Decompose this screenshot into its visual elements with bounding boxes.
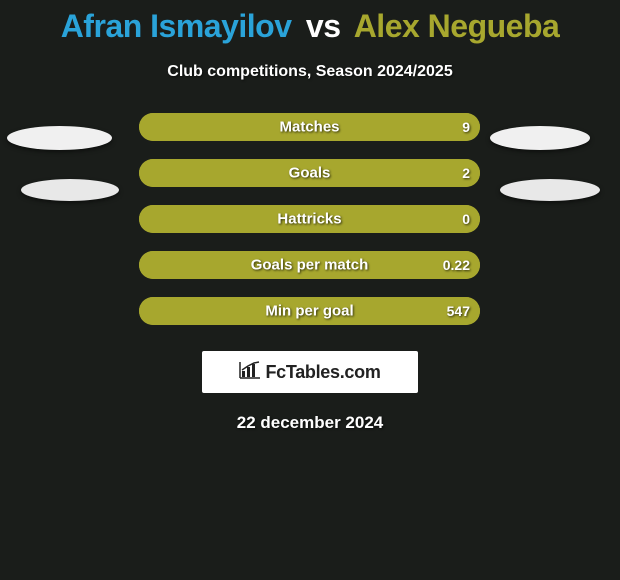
stat-value-right: 9 (462, 119, 470, 135)
stat-bar-track: Min per goal 547 (139, 297, 480, 325)
stat-value-right: 0.22 (443, 257, 470, 273)
stat-label: Min per goal (265, 303, 353, 320)
stat-value-right: 0 (462, 211, 470, 227)
stat-rows: Matches 9 Goals 2 Hattricks 0 Goals per match 0… (0, 113, 620, 325)
stat-label: Goals per match (251, 257, 369, 274)
player1-name: Afran Ismayilov (61, 8, 292, 44)
stat-value-right: 547 (447, 303, 470, 319)
stat-bar-track: Goals 2 (139, 159, 480, 187)
stat-row: Min per goal 547 (0, 297, 620, 325)
player2-name: Alex Negueba (354, 8, 560, 44)
stat-bar-track: Goals per match 0.22 (139, 251, 480, 279)
stat-label: Matches (279, 119, 339, 136)
stat-bar-track: Matches 9 (139, 113, 480, 141)
logo-text: FcTables.com (265, 362, 380, 383)
stat-row: Hattricks 0 (0, 205, 620, 233)
stat-row: Matches 9 (0, 113, 620, 141)
subtitle: Club competitions, Season 2024/2025 (0, 63, 620, 81)
stat-row: Goals per match 0.22 (0, 251, 620, 279)
stat-row: Goals 2 (0, 159, 620, 187)
stat-label: Goals (289, 165, 331, 182)
date-label: 22 december 2024 (0, 413, 620, 433)
bar-chart-icon (239, 361, 261, 384)
stat-bar-track: Hattricks 0 (139, 205, 480, 233)
comparison-title: Afran Ismayilov vs Alex Negueba (0, 0, 620, 45)
stat-value-right: 2 (462, 165, 470, 181)
logo-box: FcTables.com (202, 351, 418, 393)
stat-label: Hattricks (277, 211, 341, 228)
vs-label: vs (306, 8, 341, 44)
